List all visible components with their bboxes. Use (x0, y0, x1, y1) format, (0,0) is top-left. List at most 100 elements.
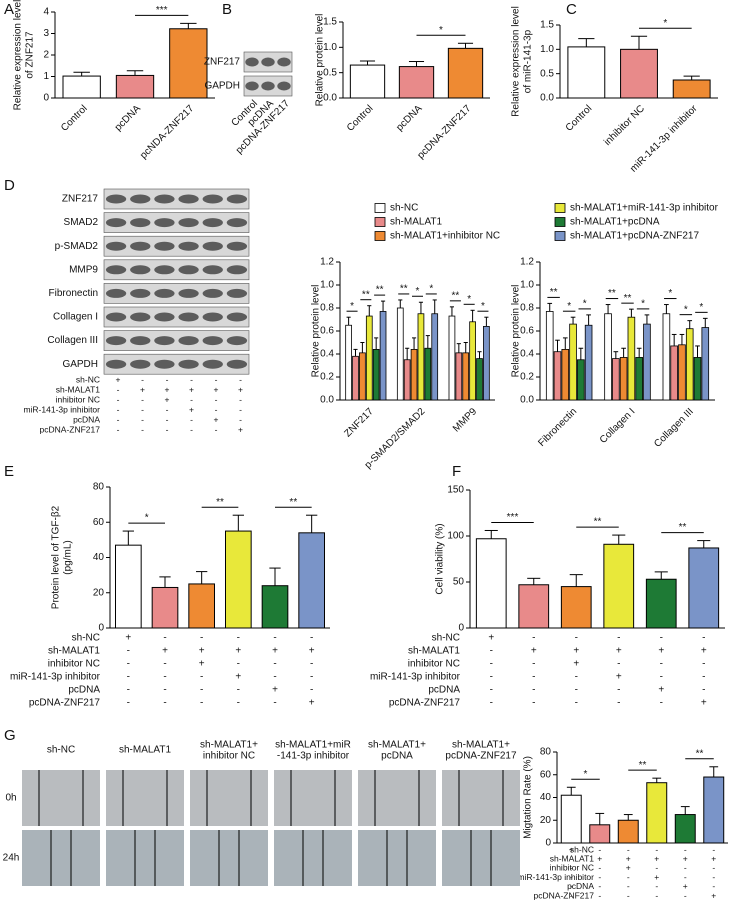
treatment-sign: - (532, 685, 535, 696)
bar (188, 583, 215, 629)
bar (483, 325, 490, 401)
blot-band (226, 265, 248, 275)
y-tick-label: 40 (540, 792, 552, 803)
treatment-sign: - (127, 685, 130, 696)
blot-band (105, 218, 127, 228)
treatment-sign: + (235, 646, 241, 657)
y-tick-label: 0.4 (520, 349, 534, 360)
treatment-sign: - (273, 672, 276, 683)
blot-band (130, 241, 151, 251)
treatment-sign: - (163, 685, 166, 696)
treatment-sign: + (272, 685, 278, 696)
bar (462, 352, 470, 401)
bar (359, 352, 366, 401)
treatment-sign: - (627, 872, 630, 882)
blot-band (202, 265, 223, 275)
treatment-sign: - (237, 659, 240, 670)
y-tick-label: 60 (540, 769, 552, 780)
treatment-sign: + (309, 646, 315, 657)
legend-label: sh-MALAT1+inhibitor NC (390, 231, 500, 242)
bar (646, 782, 668, 844)
bar (617, 819, 639, 844)
treatment-sign: - (163, 672, 166, 683)
blot-band (105, 359, 127, 369)
significance-label: ** (594, 517, 602, 528)
treatment-sign: - (684, 844, 687, 854)
treatment-sign: - (127, 672, 130, 683)
y-tick-label: 0.8 (520, 303, 534, 314)
y-tick-label: 0.6 (320, 326, 334, 337)
significance-label: * (699, 302, 703, 313)
treatment-label: pcDNA-ZNF217 (29, 698, 101, 709)
treatment-sign: - (598, 844, 601, 854)
y-tick-label: 1.5 (323, 17, 337, 28)
treatment-sign: + (199, 646, 205, 657)
blot-label: Collagen I (53, 312, 98, 323)
treatment-sign: + (199, 659, 205, 670)
treatment-sign: - (127, 659, 130, 670)
image-column-label: pcDNA (381, 751, 413, 762)
treatment-sign: - (273, 659, 276, 670)
treatment-sign: + (701, 646, 707, 657)
treatment-label: sh-MALAT1 (550, 853, 595, 863)
bar (349, 64, 386, 99)
blot-band (154, 359, 175, 369)
bar (403, 359, 411, 401)
blot-band (178, 241, 199, 251)
y-tick-label: 20 (540, 815, 552, 826)
bar (365, 315, 373, 401)
treatment-sign: - (570, 881, 573, 891)
y-tick-label: 4 (43, 7, 49, 18)
treatment-label: inhibitor NC (56, 394, 100, 404)
panel-label: D (4, 177, 15, 194)
blot-band (178, 265, 199, 275)
treatment-sign: - (655, 881, 658, 891)
bar (447, 47, 484, 99)
blot-band (277, 81, 291, 91)
treatment-label: sh-MALAT1 (56, 384, 101, 394)
treatment-sign: - (532, 633, 535, 644)
significance-label: * (467, 294, 471, 305)
y-tick-label: 0.0 (320, 395, 334, 406)
x-tick-label: pcDNA (394, 103, 424, 133)
treatment-sign: + (125, 633, 131, 644)
blot-band (226, 218, 248, 228)
bar (169, 28, 208, 99)
significance-label: *** (156, 5, 168, 16)
treatment-sign: + (683, 853, 688, 863)
treatment-sign: + (626, 863, 631, 873)
bar (620, 48, 658, 99)
bar (693, 357, 702, 401)
treatment-sign: - (712, 863, 715, 873)
treatment-sign: - (660, 698, 663, 709)
panel-label: E (4, 463, 14, 480)
blot-label: SMAD2 (64, 217, 99, 228)
treatment-sign: - (239, 414, 242, 424)
bar (424, 347, 432, 401)
treatment-sign: - (273, 633, 276, 644)
image-column-label: sh-MALAT1 (119, 745, 171, 756)
treatment-sign: - (310, 672, 313, 683)
y-axis-label: Migtation Rate (%) (523, 756, 534, 839)
treatment-sign: - (117, 384, 120, 394)
blot-band (154, 336, 175, 346)
bar (469, 321, 476, 401)
y-tick-label: 1.0 (540, 44, 554, 55)
panel-label: C (566, 1, 577, 18)
bar (352, 355, 359, 401)
y-axis-label: (pg/mL) (63, 540, 74, 574)
blot-band (105, 241, 127, 251)
blot-band (226, 312, 248, 322)
blot-strip (103, 259, 250, 281)
significance-label: ** (289, 497, 297, 508)
bar (589, 824, 611, 844)
treatment-sign: - (141, 404, 144, 414)
bar (560, 794, 582, 844)
treatment-sign: + (626, 853, 631, 863)
treatment-sign: - (127, 698, 130, 709)
treatment-sign: - (570, 853, 573, 863)
treatment-sign: - (702, 685, 705, 696)
treatment-sign: + (165, 384, 170, 394)
treatment-label: pcDNA-ZNF217 (534, 890, 595, 900)
